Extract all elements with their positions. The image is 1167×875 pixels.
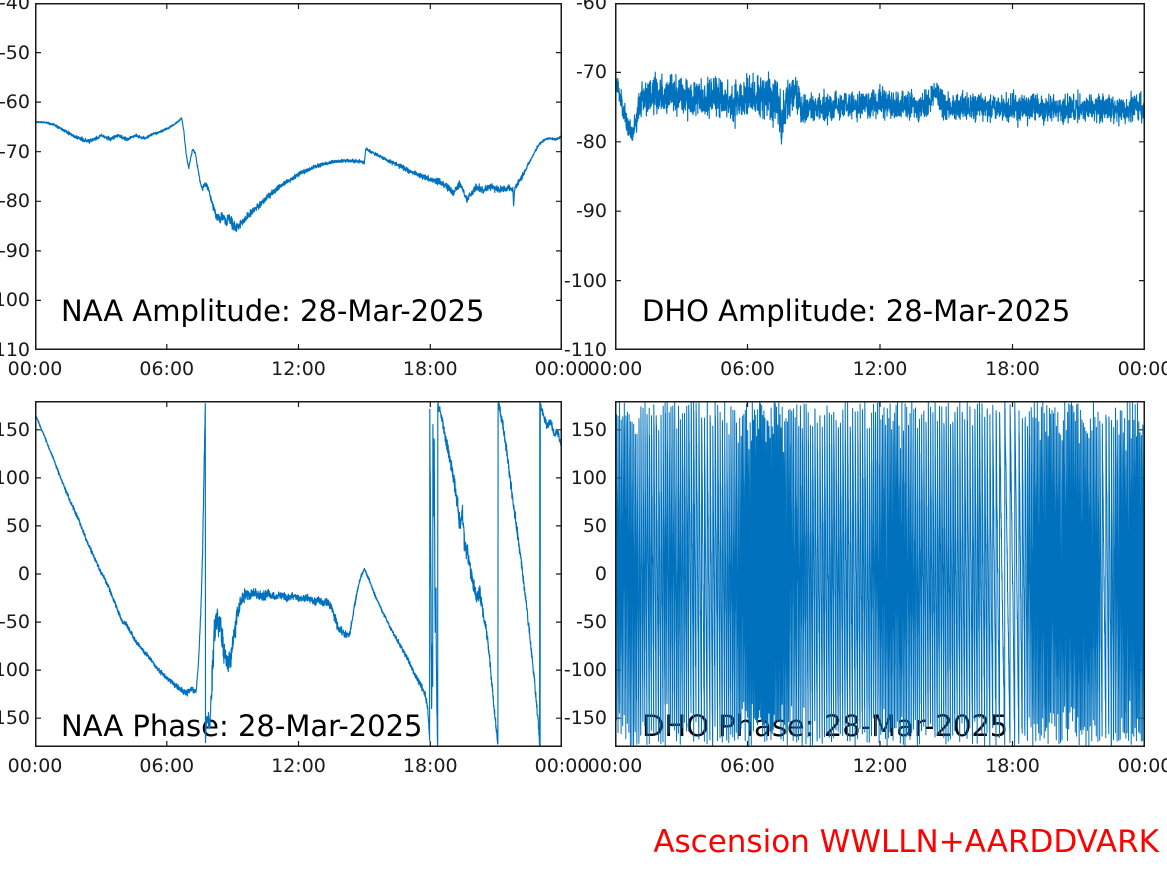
y-tick-label: -70 <box>575 61 607 84</box>
x-tick-label: 00:00 <box>587 358 643 380</box>
y-tick-label: -80 <box>575 130 607 153</box>
x-tick-label: 06:00 <box>139 755 195 777</box>
plot-area-naa-phase <box>35 401 562 747</box>
x-tick-label: 18:00 <box>402 755 458 777</box>
y-tick-label: 150 <box>0 418 30 441</box>
figure-caption: Ascension WWLLN+AARDDVARK <box>653 824 1159 860</box>
y-tick-label: -50 <box>575 611 607 634</box>
x-tick-label: 00:00 <box>7 755 63 777</box>
x-tick-label: 12:00 <box>271 755 326 777</box>
y-tick-label: -60 <box>0 91 30 114</box>
subplot-dho-phase: DHO Phase: 28-Mar-2025 <box>615 401 1145 747</box>
y-tick-label: -100 <box>0 659 30 682</box>
plot-title-naa-phase: NAA Phase: 28-Mar-2025 <box>61 709 423 743</box>
x-tick-label: 18:00 <box>402 358 458 380</box>
x-tick-label: 12:00 <box>852 358 908 380</box>
subplot-naa-amplitude: NAA Amplitude: 28-Mar-2025 <box>35 3 562 350</box>
y-tick-label: 150 <box>570 418 607 441</box>
y-tick-label: -50 <box>0 41 30 64</box>
y-tick-label: -150 <box>0 707 30 730</box>
subplot-dho-amplitude: DHO Amplitude: 28-Mar-2025 <box>615 3 1145 350</box>
y-tick-label: 50 <box>5 514 30 537</box>
subplot-naa-phase: NAA Phase: 28-Mar-2025 <box>35 401 562 747</box>
x-tick-label: 12:00 <box>271 358 326 380</box>
x-tick-label: 00:00 <box>7 358 63 380</box>
x-tick-label: 06:00 <box>720 755 775 777</box>
y-tick-label: 100 <box>570 466 607 489</box>
y-tick-label: -50 <box>0 611 30 634</box>
y-tick-label: -100 <box>563 269 607 292</box>
y-tick-label: -90 <box>0 239 30 262</box>
x-tick-label: 00:00 <box>534 358 590 380</box>
plot-area-dho-amplitude <box>615 3 1145 350</box>
y-tick-label: -150 <box>563 707 607 730</box>
plot-title-dho-phase: DHO Phase: 28-Mar-2025 <box>642 709 1009 743</box>
x-tick-label: 18:00 <box>985 755 1040 777</box>
y-tick-label: 100 <box>0 466 30 489</box>
y-tick-label: 0 <box>594 563 607 585</box>
y-tick-label: -80 <box>0 190 30 213</box>
y-tick-label: -110 <box>563 339 607 361</box>
x-tick-label: 00:00 <box>1117 358 1167 380</box>
y-tick-label: 0 <box>17 563 30 585</box>
x-tick-label: 18:00 <box>985 358 1040 380</box>
x-tick-label: 12:00 <box>852 755 908 777</box>
y-tick-label: 50 <box>582 514 607 537</box>
plot-title-naa-amplitude: NAA Amplitude: 28-Mar-2025 <box>61 294 485 328</box>
x-tick-label: 00:00 <box>1117 755 1167 777</box>
y-tick-label: -110 <box>0 339 30 361</box>
y-tick-label: -100 <box>0 289 30 312</box>
plot-title-dho-amplitude: DHO Amplitude: 28-Mar-2025 <box>642 294 1071 328</box>
y-tick-label: -90 <box>575 200 607 223</box>
plot-area-dho-phase <box>615 401 1145 747</box>
x-tick-label: 06:00 <box>139 358 195 380</box>
plot-area-naa-amplitude <box>35 3 562 350</box>
y-tick-label: -70 <box>0 140 30 163</box>
y-tick-label: -100 <box>563 659 607 682</box>
y-tick-label: -60 <box>575 0 607 14</box>
y-tick-label: -40 <box>0 0 30 14</box>
x-tick-label: 00:00 <box>587 755 643 777</box>
x-tick-label: 06:00 <box>720 358 775 380</box>
x-tick-label: 00:00 <box>534 755 590 777</box>
